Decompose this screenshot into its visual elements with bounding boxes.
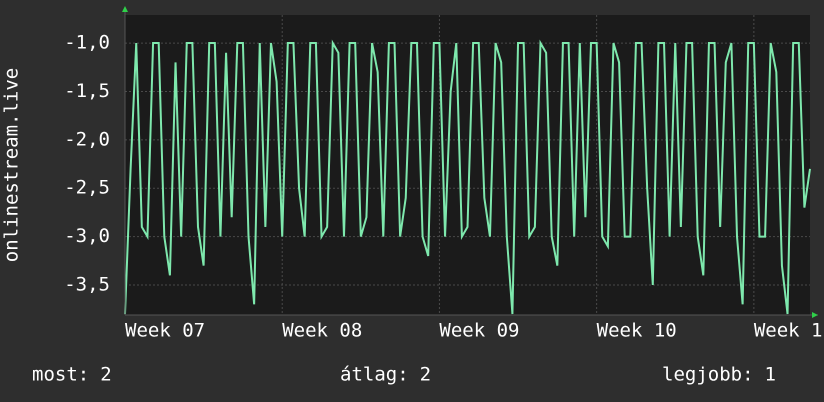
stat-label: átlag: (340, 364, 409, 386)
line-series (124, 39, 811, 315)
stat-value: 2 (420, 364, 431, 386)
y-tick-label: -1,5 (64, 80, 110, 102)
stat-label: most: (32, 364, 89, 386)
x-tick-label: Week 09 (439, 320, 519, 342)
x-arrow (812, 312, 818, 318)
y-tick-label: -2,5 (64, 177, 110, 199)
x-tick-label: Week 11 (754, 320, 824, 342)
plot-area (125, 15, 810, 315)
x-tick-label: Week 10 (597, 320, 677, 342)
stat-value: 2 (100, 364, 111, 386)
y-tick-label: -3,5 (64, 274, 110, 296)
x-tick-label: Week 07 (125, 320, 205, 342)
y-arrow (122, 6, 128, 12)
y-tick-label: -2,0 (64, 128, 110, 150)
x-tick-label: Week 08 (282, 320, 362, 342)
stat-label: legjobb: (662, 364, 754, 386)
y-axis-label: onlinestream.live (1, 68, 23, 262)
stat-value: 1 (765, 364, 776, 386)
y-tick-label: -1,0 (64, 32, 110, 54)
y-tick-label: -3,0 (64, 225, 110, 247)
